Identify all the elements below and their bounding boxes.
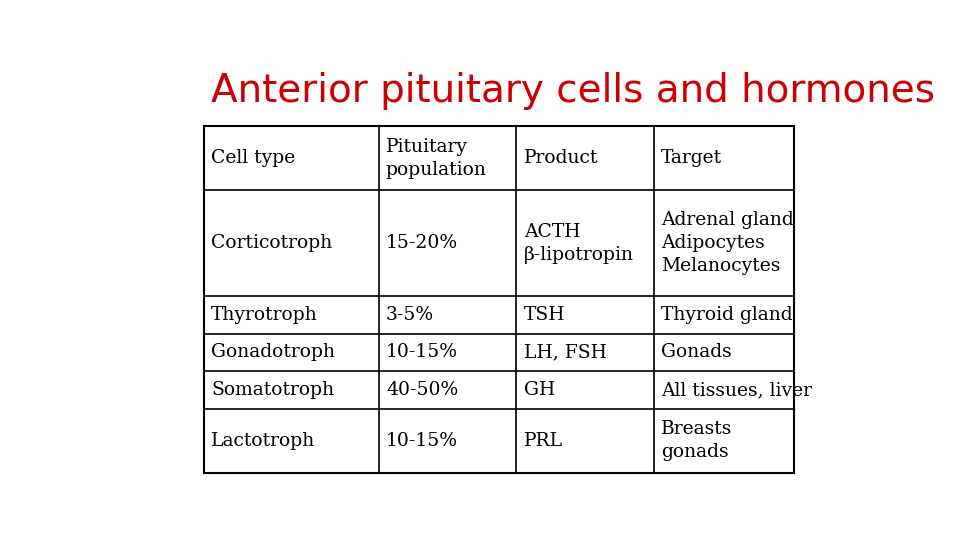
Text: Target: Target (661, 150, 722, 167)
Text: Thyroid gland: Thyroid gland (661, 306, 793, 323)
Text: All tissues, liver: All tissues, liver (661, 381, 812, 399)
Text: Cell type: Cell type (211, 150, 296, 167)
Text: TSH: TSH (523, 306, 565, 323)
Text: 3-5%: 3-5% (386, 306, 434, 323)
Text: Product: Product (523, 150, 598, 167)
Text: Gonads: Gonads (661, 343, 732, 361)
Text: Thyrotroph: Thyrotroph (211, 306, 318, 323)
Text: ACTH
β-lipotropin: ACTH β-lipotropin (523, 222, 634, 264)
Text: PRL: PRL (523, 432, 563, 450)
Text: Corticotroph: Corticotroph (211, 234, 332, 252)
Text: LH, FSH: LH, FSH (523, 343, 607, 361)
Text: Pituitary
population: Pituitary population (386, 138, 487, 179)
Text: Adrenal gland
Adipocytes
Melanocytes: Adrenal gland Adipocytes Melanocytes (661, 211, 794, 275)
Text: 40-50%: 40-50% (386, 381, 458, 399)
Text: Gonadotroph: Gonadotroph (211, 343, 335, 361)
Text: 10-15%: 10-15% (386, 432, 458, 450)
Text: Breasts
gonads: Breasts gonads (661, 421, 732, 461)
Text: 15-20%: 15-20% (386, 234, 458, 252)
Text: 10-15%: 10-15% (386, 343, 458, 361)
Text: GH: GH (523, 381, 555, 399)
Text: Somatotroph: Somatotroph (211, 381, 334, 399)
Text: Lactotroph: Lactotroph (211, 432, 316, 450)
Text: Anterior pituitary cells and hormones: Anterior pituitary cells and hormones (211, 72, 935, 111)
